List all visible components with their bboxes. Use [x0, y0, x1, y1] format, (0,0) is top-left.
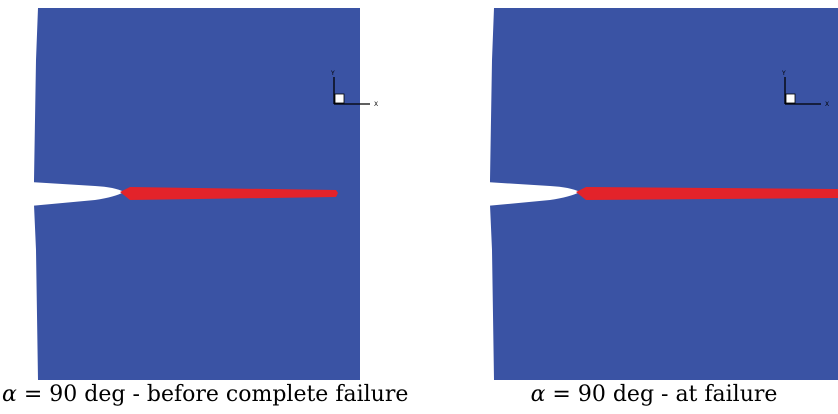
axis-triad-left: Y X: [330, 70, 378, 108]
caption-right: α = 90 deg - at failure: [466, 381, 838, 409]
triad-x-label-left: X: [374, 101, 378, 108]
damage-band-left: [120, 187, 338, 200]
triad-origin-box-right: [785, 93, 796, 104]
caption-right-text: = 90 deg - at failure: [552, 382, 778, 407]
triad-origin-box-left: [334, 93, 345, 104]
caption-left-text: = 90 deg - before complete failure: [23, 382, 409, 407]
figure-panels: Y X Y X: [30, 8, 838, 380]
triad-y-label-right: Y: [781, 70, 786, 77]
panel-right: Y X: [486, 8, 838, 380]
triad-x-label-right: X: [825, 101, 829, 108]
caption-right-symbol: α: [530, 382, 546, 407]
crack-notch-right: [486, 182, 580, 206]
caption-left-symbol: α: [2, 382, 17, 407]
caption-left: α = 90 deg - before complete failure: [2, 381, 408, 409]
panel-left: Y X: [30, 8, 378, 380]
damage-band-right: [576, 187, 838, 200]
triad-y-label-left: Y: [330, 70, 335, 77]
crack-notch-left: [30, 182, 124, 206]
axis-triad-right: Y X: [781, 70, 829, 108]
